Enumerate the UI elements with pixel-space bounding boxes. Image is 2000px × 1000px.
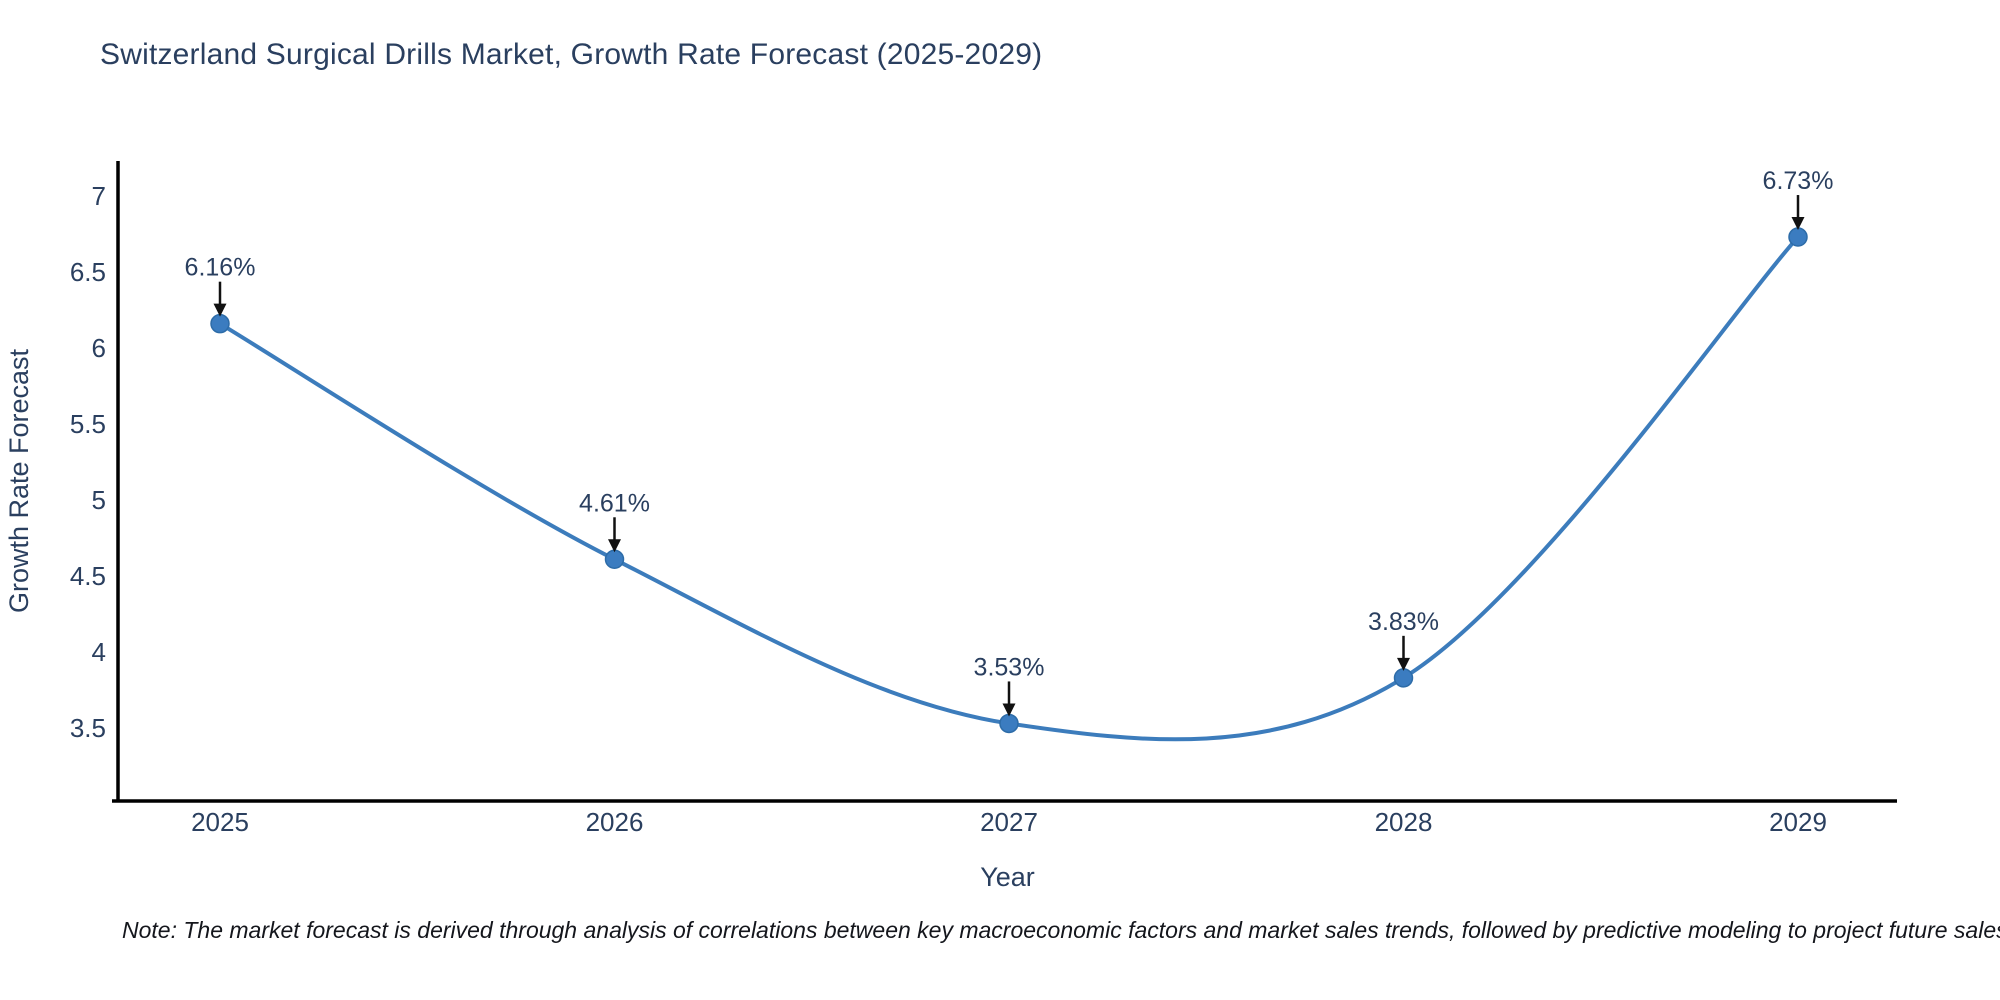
y-axis-tick-label: 4 — [92, 637, 106, 667]
x-axis-tick-label: 2026 — [586, 807, 644, 837]
note-text: Note: The market forecast is derived thr… — [122, 917, 2000, 943]
point-annotation-label: 4.61% — [579, 489, 650, 517]
data-point-2028[interactable] — [1393, 668, 1414, 688]
annotation-arrowhead-icon — [608, 539, 621, 553]
axis-lines — [112, 161, 1897, 803]
chart-title: Switzerland Surgical Drills Market, Grow… — [100, 38, 1043, 71]
y-axis-tick-label: 5 — [92, 485, 106, 515]
data-point-2026[interactable] — [604, 549, 625, 570]
data-point-2025[interactable] — [210, 313, 230, 334]
x-axis-title: Year — [980, 862, 1035, 892]
x-axis-tick-label: 2027 — [980, 807, 1038, 837]
x-axis-tick-label: 2028 — [1375, 807, 1433, 837]
y-axis-title: Growth Rate Forecast — [4, 348, 34, 613]
point-annotation-label: 3.83% — [1368, 608, 1439, 636]
x-axis-tick-label: 2025 — [191, 807, 249, 837]
data-point-2027[interactable] — [999, 713, 1019, 734]
y-axis-tick-label: 7 — [92, 181, 106, 211]
point-annotation-label: 3.53% — [974, 653, 1045, 681]
y-axis-tick-label: 6.5 — [70, 257, 106, 287]
x-axis-tick-label: 2029 — [1769, 807, 1827, 837]
point-annotation-label: 6.16% — [185, 254, 256, 282]
y-axis-tick-label: 4.5 — [70, 561, 106, 591]
annotation-arrowhead-icon — [213, 303, 227, 317]
y-axis-tick-label: 3.5 — [70, 713, 106, 743]
annotation-arrowhead-icon — [1791, 217, 1805, 231]
annotation-arrowhead-icon — [1397, 657, 1410, 671]
annotation-arrowhead-icon — [1002, 703, 1016, 717]
y-axis-tick-label: 6 — [92, 333, 106, 363]
point-annotation-label: 6.73% — [1763, 167, 1834, 195]
data-point-2029[interactable] — [1788, 227, 1808, 247]
y-axis-tick-label: 5.5 — [70, 409, 106, 439]
